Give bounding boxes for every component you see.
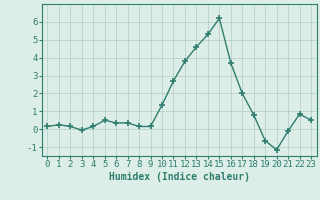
X-axis label: Humidex (Indice chaleur): Humidex (Indice chaleur) — [109, 172, 250, 182]
